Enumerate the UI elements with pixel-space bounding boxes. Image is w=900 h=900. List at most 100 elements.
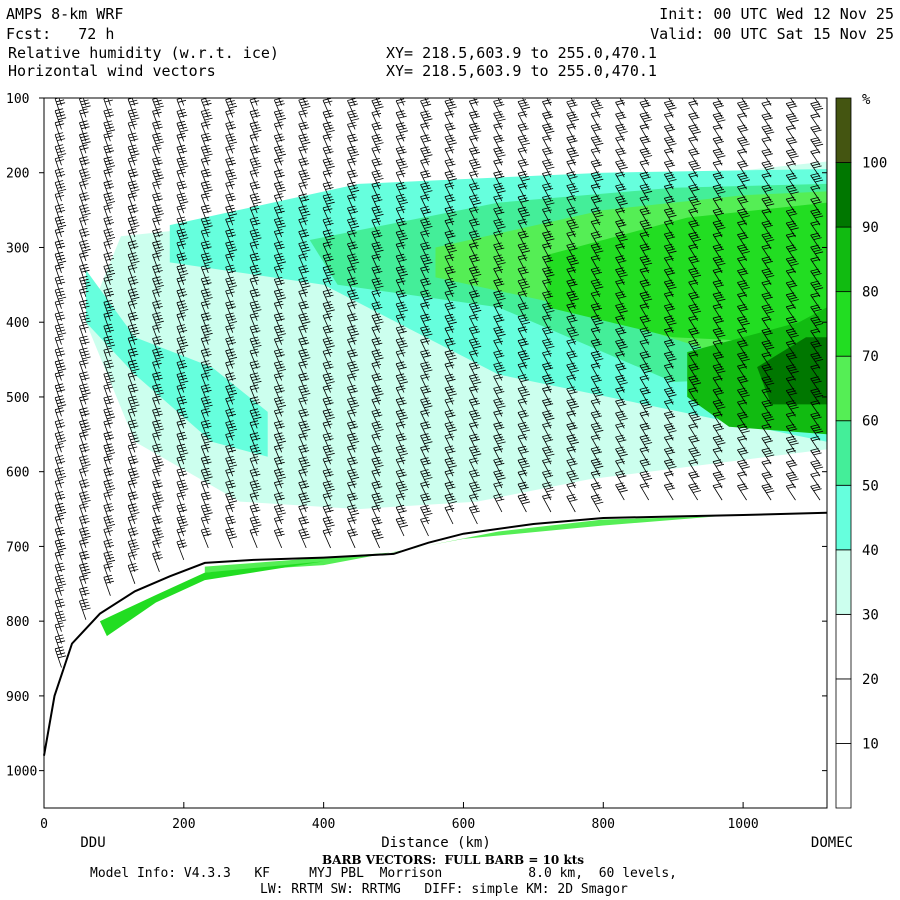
wind-barb <box>225 193 236 214</box>
wind-barb <box>347 241 358 262</box>
wind-barb <box>420 409 430 429</box>
wind-barb <box>615 362 627 381</box>
wind-barb <box>176 216 188 238</box>
wind-barb <box>103 132 113 154</box>
wind-barb <box>444 505 455 525</box>
wind-barb <box>420 98 432 118</box>
wind-barb <box>127 108 140 130</box>
wind-barb <box>347 133 358 154</box>
wind-barb <box>712 303 723 321</box>
wind-barb <box>298 408 310 429</box>
y-tick-label: 900 <box>6 690 29 705</box>
wind-barb <box>176 372 189 393</box>
colorbar-bin <box>835 97 852 163</box>
wind-barb <box>712 244 724 262</box>
wind-barb <box>395 493 406 513</box>
wind-barb <box>663 375 676 393</box>
wind-barb <box>273 193 284 214</box>
wind-barb <box>225 312 238 333</box>
wind-barb <box>200 180 213 202</box>
wind-barb <box>273 372 284 393</box>
wind-barb <box>639 135 651 154</box>
wind-barb <box>468 110 480 130</box>
wind-barb <box>54 311 66 333</box>
wind-barb <box>468 361 480 381</box>
wind-barb <box>712 387 724 405</box>
wind-barb <box>785 125 796 142</box>
wind-barb <box>517 422 531 441</box>
wind-barb <box>103 216 114 238</box>
init-time: Init: 00 UTC Wed 12 Nov 25 <box>659 5 894 23</box>
wind-barb <box>200 515 211 537</box>
wind-barb <box>298 289 308 309</box>
wind-barb <box>200 372 211 393</box>
wind-barb <box>79 347 91 369</box>
wind-barb <box>103 431 114 453</box>
wind-barb <box>737 339 749 357</box>
wind-barb <box>103 335 116 357</box>
wind-barb <box>737 244 750 262</box>
wind-barb <box>200 228 211 250</box>
model-info: Model Info: V4.3.3 KF MYJ PBL Morrison 8… <box>90 866 677 881</box>
wind-barb <box>298 348 311 369</box>
wind-barb <box>639 482 650 501</box>
wind-barb <box>615 219 627 238</box>
wind-barb <box>103 503 114 525</box>
wind-barb <box>688 375 702 393</box>
wind-barb <box>785 280 798 298</box>
wind-barb <box>273 480 284 501</box>
wind-barb <box>542 147 554 166</box>
wind-barb <box>615 339 628 357</box>
wind-barb <box>371 516 383 537</box>
wind-barb <box>444 409 456 429</box>
wind-barb <box>273 241 285 262</box>
wind-barb <box>810 292 821 310</box>
wind-barb <box>347 98 358 118</box>
wind-barb <box>663 124 676 142</box>
valid-time: Valid: 00 UTC Sat 15 Nov 25 <box>650 25 894 43</box>
wind-barb <box>737 351 750 369</box>
wind-barb <box>79 263 90 285</box>
wind-barb <box>785 471 799 489</box>
wind-barb <box>103 299 116 321</box>
wind-barb <box>79 574 89 596</box>
wind-barb <box>298 229 310 250</box>
wind-barb <box>737 327 747 345</box>
wind-barb <box>712 136 724 154</box>
wind-barb <box>395 373 408 393</box>
wind-barb <box>347 468 360 489</box>
wind-barb <box>273 157 284 178</box>
y-tick-label: 800 <box>6 615 29 630</box>
wind-barb <box>737 459 750 477</box>
wind-barb <box>688 435 700 453</box>
wind-barb <box>517 266 529 285</box>
wind-barb <box>103 156 116 178</box>
wind-barb <box>347 169 358 190</box>
wind-barb <box>468 302 482 321</box>
x-tick-label: 800 <box>592 817 615 832</box>
wind-barb <box>225 408 236 429</box>
wind-barb <box>347 516 357 537</box>
wind-barb <box>493 146 506 166</box>
wind-barb <box>249 193 262 214</box>
wind-barb <box>152 288 162 309</box>
wind-barb <box>298 217 308 238</box>
wind-barb <box>737 136 750 154</box>
wind-barb <box>103 563 113 584</box>
wind-barb <box>590 410 602 429</box>
wind-barb <box>663 231 676 250</box>
wind-barb <box>420 277 432 297</box>
wind-barb <box>761 483 775 501</box>
wind-barb <box>273 133 285 154</box>
wind-barb <box>176 252 188 274</box>
wind-barb <box>712 220 726 238</box>
wind-barb <box>322 349 333 369</box>
wind-barb <box>54 622 65 644</box>
wind-barb <box>322 181 334 202</box>
wind-barb <box>225 336 236 357</box>
wind-barb <box>127 347 139 369</box>
wind-barb <box>737 304 749 321</box>
wind-barb <box>468 230 482 250</box>
wind-barb <box>785 352 798 369</box>
wind-barb <box>127 300 138 321</box>
